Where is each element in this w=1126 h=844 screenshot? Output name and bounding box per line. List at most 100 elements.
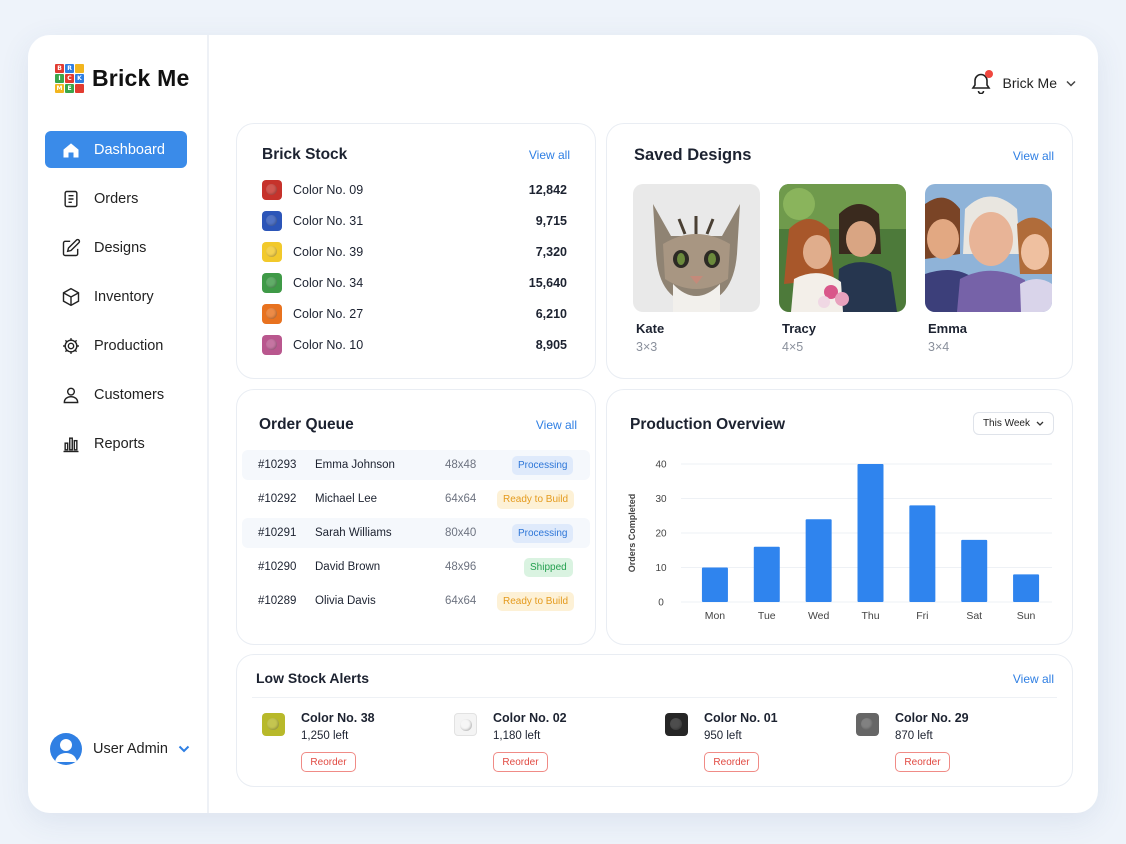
y-tick-label: 10 (655, 563, 667, 574)
sidebar-item-label: Dashboard (94, 141, 165, 158)
order-id: #10293 (258, 459, 297, 471)
bar-wed (805, 519, 832, 602)
bell-icon (971, 73, 991, 95)
sidebar-item-inventory[interactable]: Inventory (45, 278, 187, 315)
sidebar-item-reports[interactable]: Reports (45, 425, 187, 462)
user-icon (60, 384, 82, 406)
order-size: 48x96 (445, 561, 477, 573)
bar-sun (1013, 574, 1040, 602)
chevron-down-icon (178, 745, 190, 753)
table-row[interactable]: #10293 Emma Johnson 48x48 Processing (242, 450, 590, 480)
order-id: #10291 (258, 527, 297, 539)
range-select[interactable]: This Week (972, 412, 1054, 435)
notification-badge (984, 70, 993, 78)
alert-color-name: Color No. 38 (301, 711, 375, 725)
design-name: Tracy (782, 321, 816, 336)
sidebar-item-label: Orders (94, 190, 139, 207)
x-tick-label: Tue (758, 610, 776, 622)
avatar (50, 733, 82, 765)
card-title: Low Stock Alerts (256, 670, 370, 686)
view-all-link[interactable]: View all (535, 418, 577, 432)
reorder-button[interactable]: Reorder (704, 752, 759, 772)
brick-swatch (262, 180, 282, 200)
bar-tue (753, 546, 780, 602)
y-tick-label: 40 (655, 460, 667, 471)
card-title: Saved Designs (634, 146, 752, 164)
stock-row: Color No. 31 9,715 (262, 211, 567, 231)
production-overview-card: Production Overview This Week 0 10 20 30 40 O… (606, 389, 1073, 645)
user-menu[interactable]: User Admin (50, 733, 190, 765)
sidebar-item-label: Customers (94, 386, 165, 403)
top-bar: Brick Me (971, 70, 1076, 95)
sidebar: B R I C K M E Brick Me Dashboard (28, 35, 209, 813)
brick-swatch (856, 713, 879, 736)
view-all-link[interactable]: View all (1012, 672, 1054, 686)
status-badge: Ready to Build (497, 489, 575, 509)
chevron-down-icon[interactable] (1066, 80, 1076, 87)
order-size: 80x40 (445, 527, 477, 539)
stock-color-name: Color No. 10 (293, 338, 364, 352)
customer-name: David Brown (315, 561, 381, 573)
sidebar-item-customers[interactable]: Customers (45, 376, 187, 413)
sidebar-item-designs[interactable]: Designs (45, 229, 187, 266)
alert-remaining: 870 left (895, 730, 933, 742)
bar-thu (857, 464, 884, 602)
table-row[interactable]: #10290 David Brown 48x96 Shipped (242, 552, 590, 582)
cube-icon (60, 286, 82, 308)
stock-row: Color No. 10 8,905 (262, 335, 567, 355)
sidebar-item-production[interactable]: Production (45, 327, 187, 364)
brand-name: Brick Me (92, 65, 190, 91)
stock-row: Color No. 39 7,320 (262, 242, 567, 262)
bar-chart-icon (60, 433, 82, 455)
stock-color-name: Color No. 39 (293, 245, 364, 259)
brick-swatch (262, 211, 282, 231)
design-card-emma[interactable]: Emma 3×4 (925, 184, 1052, 354)
reorder-button[interactable]: Reorder (493, 752, 548, 772)
gear-icon (60, 335, 82, 357)
brick-swatch (454, 713, 477, 736)
design-card-kate[interactable]: Kate 3×3 (633, 184, 760, 354)
card-title: Brick Stock (262, 146, 348, 163)
design-thumbnail[interactable] (779, 184, 906, 312)
reorder-button[interactable]: Reorder (301, 752, 356, 772)
x-tick-label: Sat (966, 610, 982, 622)
view-all-link[interactable]: View all (1012, 149, 1054, 163)
table-row[interactable]: #10289 Olivia Davis 64x64 Ready to Build (242, 586, 590, 616)
reorder-button[interactable]: Reorder (895, 752, 950, 772)
design-thumbnail[interactable] (925, 184, 1052, 312)
sidebar-item-dashboard[interactable]: Dashboard (45, 131, 187, 168)
alert-color-name: Color No. 02 (493, 711, 567, 725)
order-queue-card: Order Queue View all #10293 Emma Johnson… (236, 389, 596, 645)
stock-row: Color No. 34 15,640 (262, 273, 567, 293)
status-badge: Processing (512, 455, 574, 475)
brick-stock-card: Brick Stock View all Color No. 09 12,842… (236, 123, 596, 379)
bar-sat (961, 539, 988, 602)
stock-row: Color No. 09 12,842 (262, 180, 567, 200)
alert-color-name: Color No. 01 (704, 711, 778, 725)
divider (252, 697, 1057, 698)
brand-logo[interactable]: B R I C K M E Brick Me (55, 64, 189, 93)
design-thumbnail[interactable] (633, 184, 760, 312)
design-card-tracy[interactable]: Tracy 4×5 (779, 184, 906, 354)
notifications-button[interactable] (971, 70, 993, 95)
x-tick-label: Sun (1017, 610, 1036, 622)
table-row[interactable]: #10292 Michael Lee 64x64 Ready to Build (242, 484, 590, 514)
stock-count: 8,905 (535, 338, 567, 352)
alert-remaining: 1,250 left (301, 730, 349, 742)
home-icon (60, 139, 82, 161)
brick-swatch (262, 273, 282, 293)
status-badge: Shipped (524, 557, 573, 577)
table-row[interactable]: #10291 Sarah Williams 80x40 Processing (242, 518, 590, 548)
view-all-link[interactable]: View all (528, 148, 570, 162)
sidebar-item-orders[interactable]: Orders (45, 180, 187, 217)
stock-count: 7,320 (535, 245, 567, 259)
account-name[interactable]: Brick Me (1002, 75, 1057, 91)
design-name: Emma (928, 321, 968, 336)
low-stock-card: Low Stock Alerts View all Color No. 38 1… (236, 654, 1073, 787)
edit-icon (60, 237, 82, 259)
order-id: #10292 (258, 493, 297, 505)
x-tick-label: Thu (861, 610, 879, 622)
design-name: Kate (636, 321, 665, 336)
brick-swatch (262, 713, 285, 736)
alert-remaining: 1,180 left (493, 730, 541, 742)
